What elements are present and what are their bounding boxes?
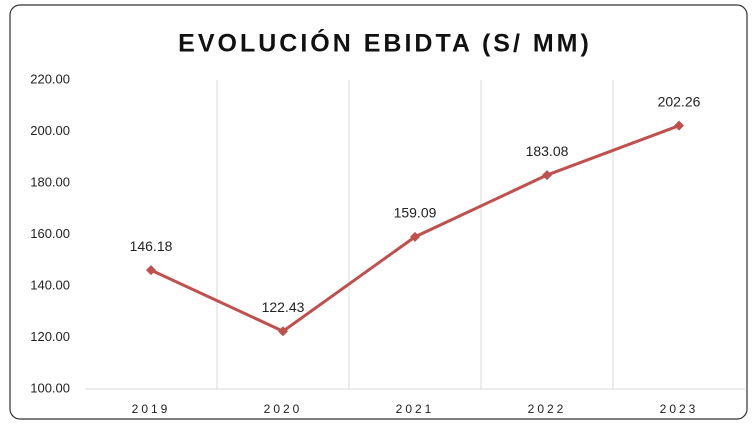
- x-tick-label: 2022: [528, 402, 567, 416]
- y-tick-label: 100.00: [30, 380, 70, 395]
- data-label: 146.18: [130, 238, 173, 254]
- y-tick-label: 220.00: [30, 71, 70, 86]
- x-tick-label: 2023: [660, 402, 699, 416]
- x-tick-label: 2019: [132, 402, 171, 416]
- y-tick-label: 120.00: [30, 329, 70, 344]
- point: [674, 120, 684, 131]
- point: [410, 231, 420, 242]
- x-tick-label: 2020: [264, 402, 303, 416]
- x-tick-label: 2021: [396, 402, 435, 416]
- data-label: 183.08: [526, 143, 569, 159]
- data-label: 159.09: [394, 205, 437, 221]
- y-tick-label: 160.00: [30, 226, 70, 241]
- point: [278, 326, 288, 337]
- chart-frame: [9, 4, 748, 420]
- y-tick-label: 180.00: [30, 174, 70, 189]
- y-tick-label: 140.00: [30, 277, 70, 292]
- chart-title: EVOLUCIÓN EBIDTA (S/ MM): [178, 28, 592, 58]
- data-label: 202.26: [658, 93, 701, 109]
- point: [542, 170, 552, 181]
- data-label: 122.43: [262, 299, 305, 315]
- point: [146, 265, 156, 276]
- y-tick-label: 200.00: [30, 123, 70, 138]
